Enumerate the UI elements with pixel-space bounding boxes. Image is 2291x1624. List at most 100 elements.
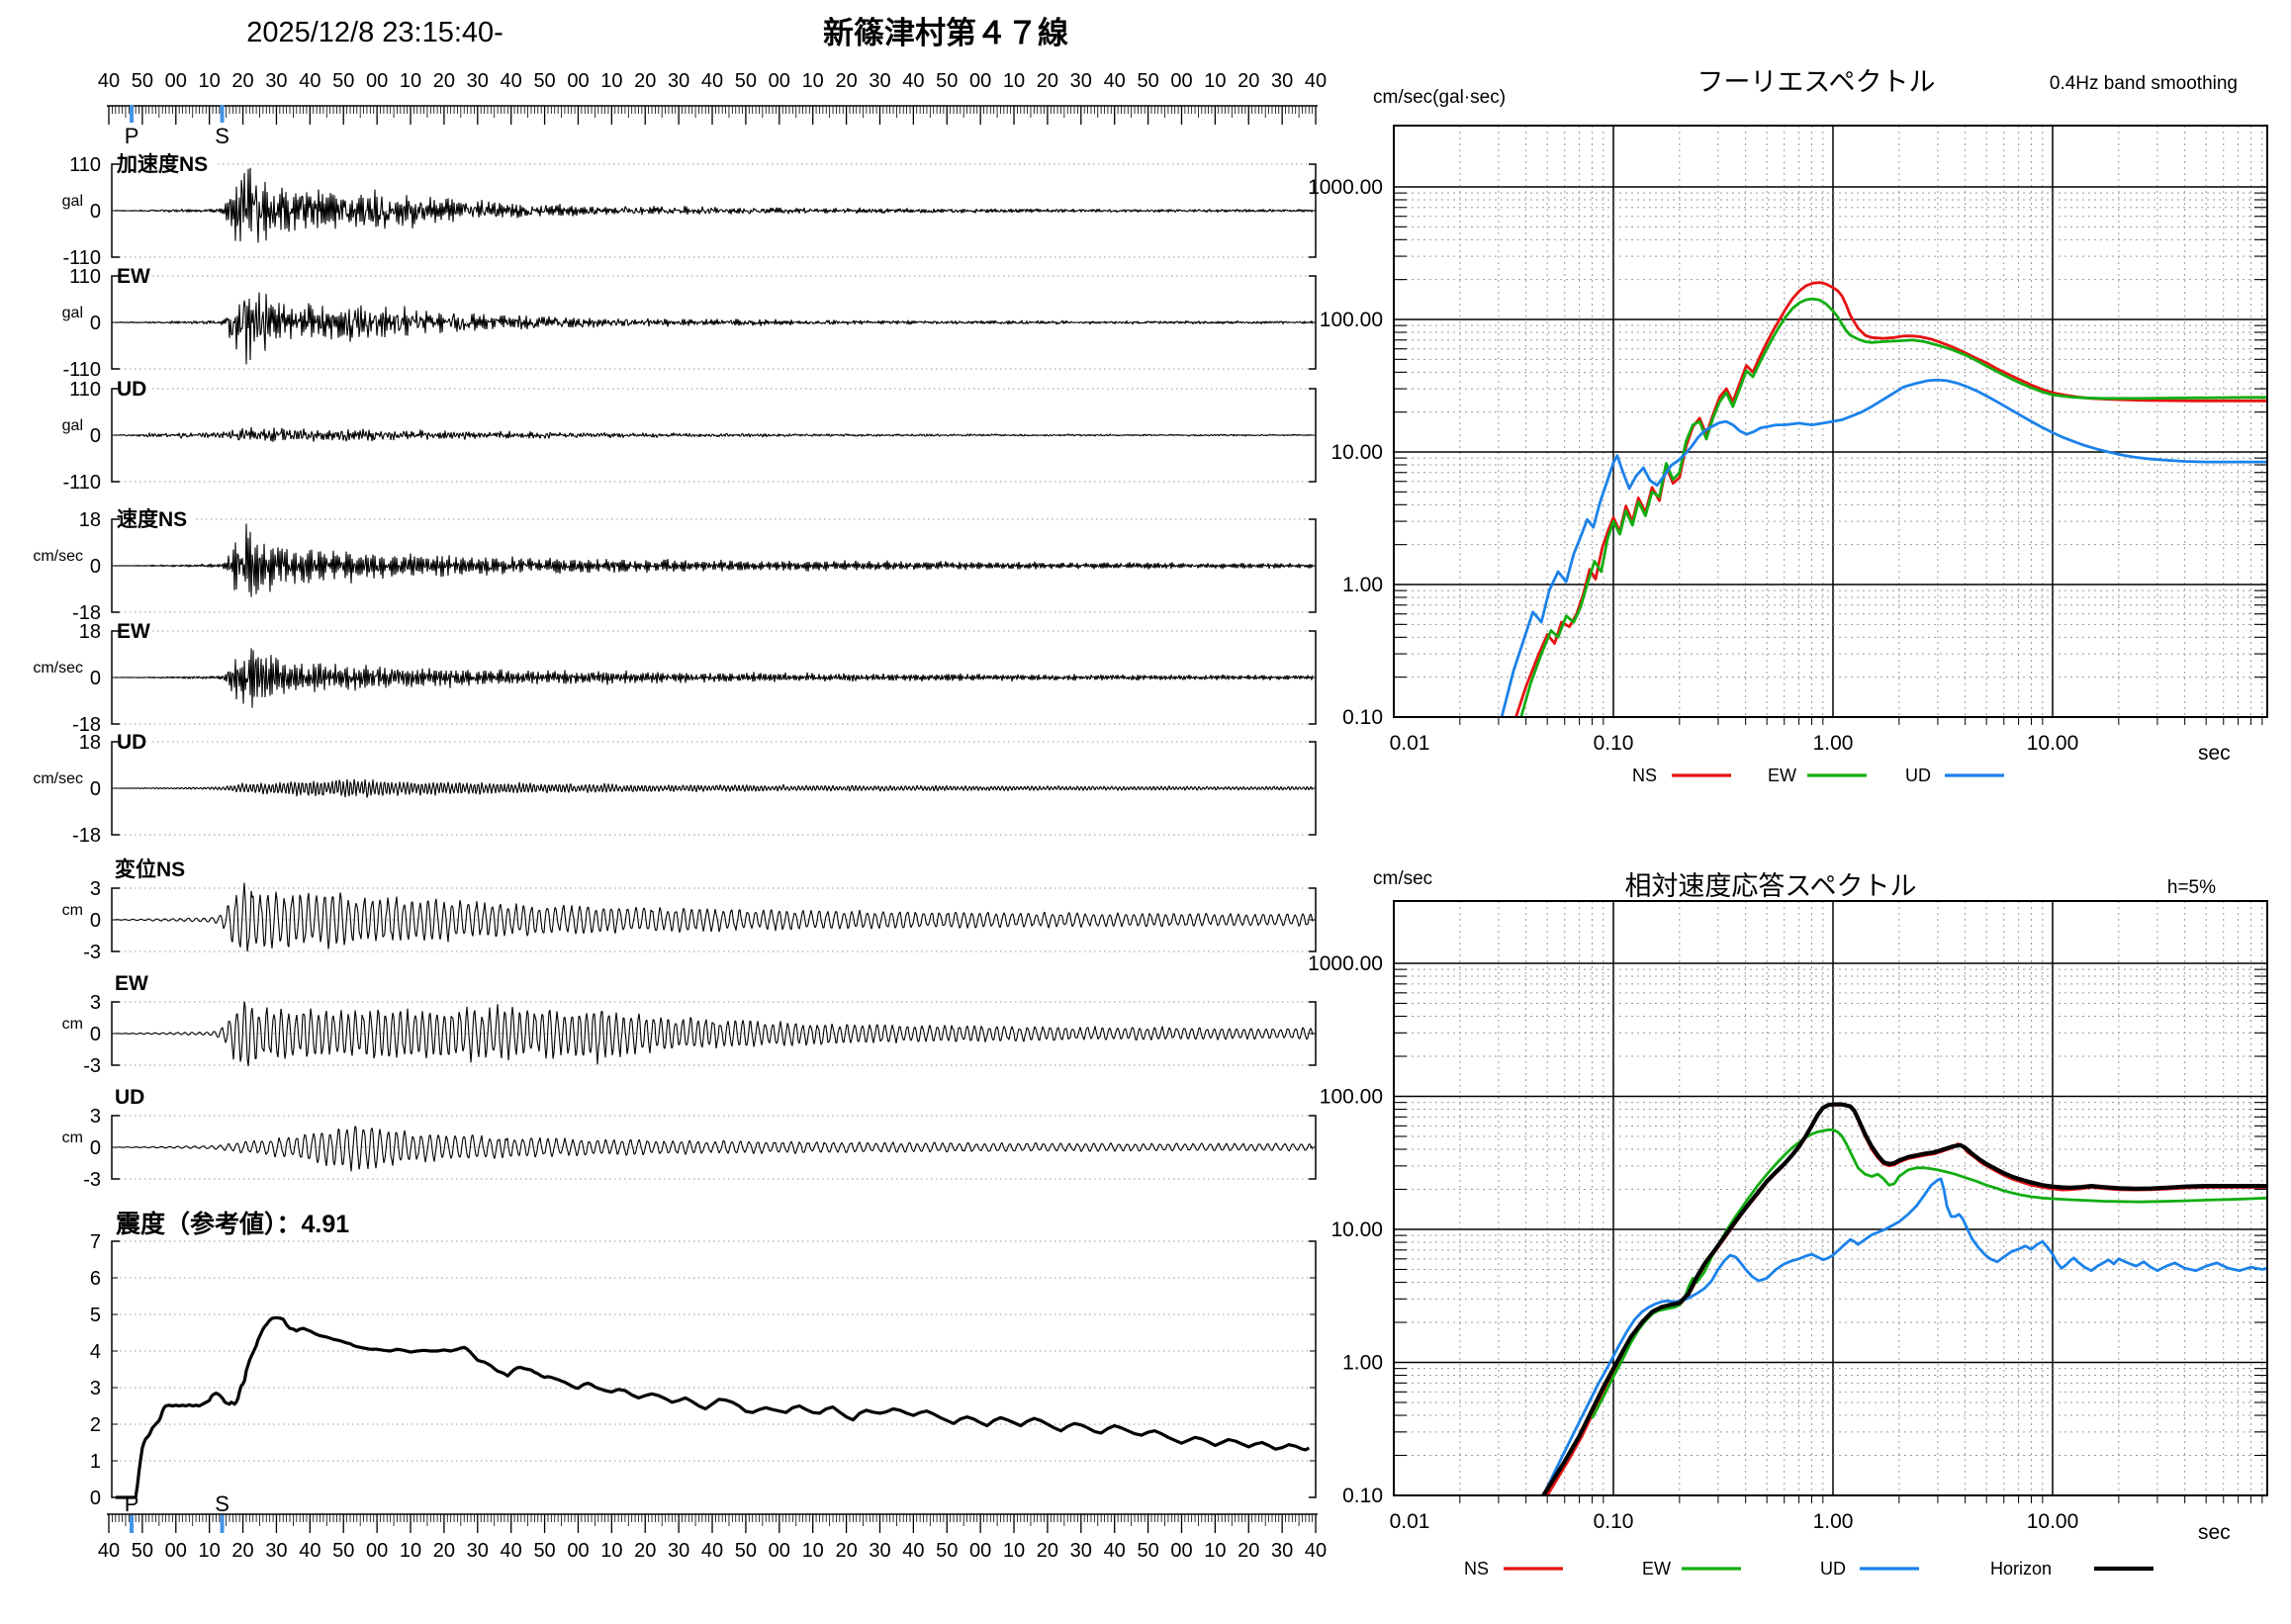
- time-tick-label: 40: [701, 1540, 723, 1562]
- time-tick-label: 30: [869, 1540, 890, 1562]
- channel-vel-ud: UD 18 cm/sec 0 -18: [33, 731, 1317, 847]
- unit-label: cm: [62, 1016, 83, 1033]
- time-tick-label: 20: [634, 1540, 656, 1562]
- time-tick-label: 40: [1305, 1540, 1327, 1562]
- time-tick-label: 50: [1137, 70, 1158, 92]
- scale-min-label: -18: [72, 714, 101, 736]
- time-tick-label: 30: [1070, 70, 1092, 92]
- channel-title: UD: [115, 1086, 144, 1109]
- time-tick-label: 40: [902, 70, 924, 92]
- scale-max-label: 110: [69, 266, 101, 288]
- time-tick-label: 40: [1104, 70, 1126, 92]
- unit-label: cm/sec: [33, 548, 83, 565]
- unit-label: cm/sec: [33, 770, 83, 787]
- time-tick-label: 30: [1271, 1540, 1293, 1562]
- channel-dis-ew: EW 3 cm 0 -3: [62, 972, 1317, 1077]
- time-tick-label: 30: [869, 70, 890, 92]
- channel-acc-ud: UD 110 gal 0 -110: [62, 378, 1317, 494]
- time-tick-label: 00: [969, 70, 991, 92]
- scale-zero-label: 0: [90, 1024, 101, 1045]
- time-ruler-top: 40 50 00 10 20 30 40 50 00 10 20 30 40 50 00 10 20 30 40 50…: [98, 70, 1327, 148]
- time-tick-label: 00: [1170, 70, 1192, 92]
- scale-zero-label: 0: [90, 313, 101, 334]
- channel-title: UD: [117, 378, 146, 401]
- intensity-axis-label: 0: [90, 1488, 101, 1509]
- scale-max-label: 18: [79, 732, 101, 754]
- plot-frame: [1393, 900, 2268, 1496]
- time-tick-label: 00: [165, 1540, 187, 1562]
- time-tick-label: 20: [433, 70, 455, 92]
- response-ylabel: cm/sec: [1373, 868, 1432, 889]
- time-tick-label: 50: [735, 1540, 757, 1562]
- x-tick-label: 0.10: [1594, 732, 1634, 755]
- response-xunit: sec: [2198, 1521, 2231, 1544]
- y-tick-label: 0.10: [1342, 1485, 1383, 1507]
- time-tick-label: 00: [969, 1540, 991, 1562]
- channel-acc-ns: 加速度NS 110 gal 0 -110: [62, 152, 1317, 269]
- scale-min-label: -18: [72, 825, 101, 847]
- station-title: 新篠津村第４７線: [823, 16, 1068, 50]
- time-tick-label: 50: [936, 70, 958, 92]
- intensity-plot: 7 6 5 4 3 2 1 0: [90, 1231, 1317, 1509]
- intensity-axis-label: 2: [90, 1414, 101, 1436]
- y-tick-label: 10.00: [1330, 441, 1383, 464]
- scale-min-label: -3: [83, 942, 101, 963]
- channel-vel-ew: EW 18 cm/sec 0 -18: [33, 620, 1317, 736]
- series-ud: [1500, 378, 2267, 717]
- time-tick-label: 00: [1170, 1540, 1192, 1562]
- scale-max-label: 3: [90, 1106, 101, 1128]
- channel-title: UD: [117, 731, 146, 754]
- time-tick-label: 20: [1037, 1540, 1058, 1562]
- time-tick-label: 30: [467, 1540, 489, 1562]
- time-tick-label: 20: [835, 1540, 857, 1562]
- time-tick-label: 50: [132, 70, 153, 92]
- time-tick-label: 40: [1104, 1540, 1126, 1562]
- time-tick-label: 50: [533, 70, 555, 92]
- response-title: 相対速度応答スペクトル: [1624, 871, 1916, 901]
- scale-zero-label: 0: [90, 910, 101, 932]
- waveform-trace-acc-ns: [114, 167, 1314, 243]
- scale-zero-label: 0: [90, 1137, 101, 1159]
- time-tick-label: 20: [231, 1540, 253, 1562]
- intensity-axis-label: 3: [90, 1378, 101, 1399]
- scale-max-label: 110: [69, 379, 101, 401]
- legend-label-ud: UD: [1820, 1559, 1846, 1579]
- response-subtitle: h=5%: [2167, 877, 2216, 898]
- intensity-bracket-right: [1309, 1240, 1317, 1498]
- scale-zero-label: 0: [90, 556, 101, 578]
- scale-zero-label: 0: [90, 668, 101, 689]
- time-tick-label: 20: [835, 70, 857, 92]
- legend-label-ns: NS: [1464, 1559, 1489, 1579]
- waveform-trace-dis-ns: [114, 882, 1314, 952]
- waveform-trace-dis-ud: [114, 1126, 1314, 1172]
- grid: [1394, 126, 2267, 725]
- time-tick-label: 20: [634, 70, 656, 92]
- phase-p-label: P: [125, 124, 139, 148]
- response-spectrum-chart: 相対速度応答スペクトル h=5% cm/sec sec 0.01 0.10 1.00…: [1308, 868, 2268, 1579]
- time-tick-label: 10: [1003, 1540, 1025, 1562]
- waveform-trace-vel-ud: [114, 778, 1314, 798]
- legend: NS EW UD: [1632, 766, 2004, 785]
- scale-min-label: -110: [62, 472, 101, 494]
- scale-min-label: -110: [62, 247, 101, 269]
- x-tick-label: 0.10: [1594, 1510, 1634, 1533]
- scale-max-label: 3: [90, 992, 101, 1014]
- time-tick-label: 10: [199, 70, 221, 92]
- y-tick-label: 1.00: [1342, 574, 1383, 596]
- time-ruler-bottom: 40 50 00 10 20 30 40 50 00 10 20 30 40 50 00 10 20 30 40 50…: [98, 1491, 1327, 1562]
- time-tick-label: 00: [165, 70, 187, 92]
- series-ew: [1519, 297, 2267, 717]
- time-tick-label: 10: [600, 1540, 622, 1562]
- x-tick-label: 0.01: [1390, 1510, 1430, 1533]
- time-tick-label: 10: [199, 1540, 221, 1562]
- y-tick-label: 100.00: [1320, 309, 1383, 331]
- x-tick-label: 10.00: [2027, 1510, 2079, 1533]
- scale-min-label: -3: [83, 1055, 101, 1077]
- time-tick-label: 10: [1204, 70, 1226, 92]
- time-tick-label: 00: [567, 70, 589, 92]
- time-tick-label: 20: [1037, 70, 1058, 92]
- unit-label: gal: [62, 417, 83, 434]
- time-tick-label: 30: [265, 1540, 287, 1562]
